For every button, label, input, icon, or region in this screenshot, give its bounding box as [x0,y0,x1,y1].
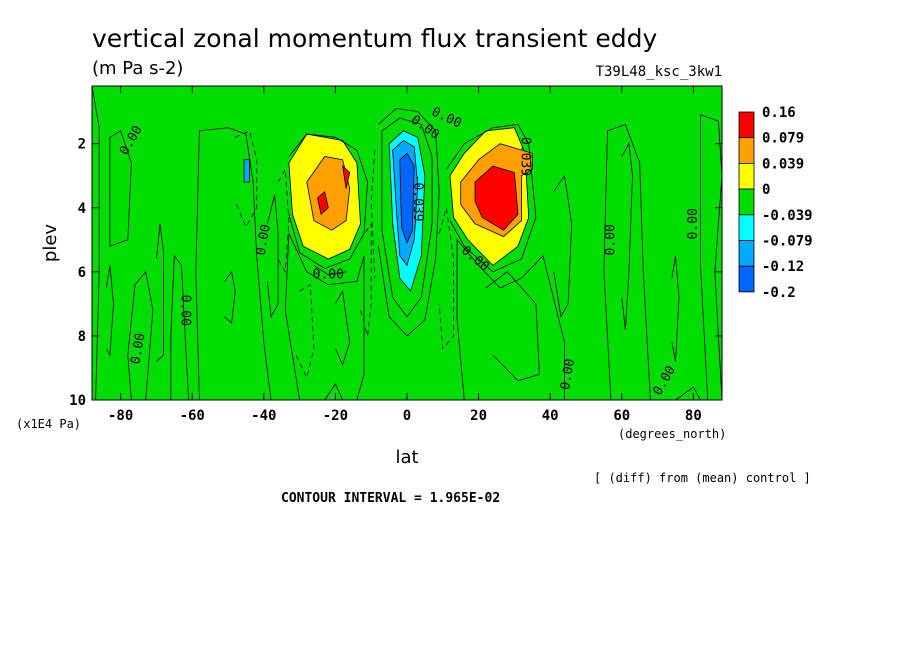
y-tick-label-6: 6 [78,265,86,281]
contour-line-13 [234,130,258,228]
contour-line-18 [370,150,376,279]
legend-level-label-4: -0.039 [762,208,813,224]
run-label: T39L48_ksc_3kw1 [596,64,722,80]
x-tick-label--60: -60 [180,408,205,424]
legend-swatch-1 [738,137,755,164]
contour-line-1 [446,123,537,273]
x-tick-label--20: -20 [323,408,348,424]
contour-region-21 [324,383,344,400]
contour-line-15 [295,284,315,379]
contour-label-3: 0.00 [254,223,274,256]
legend-swatch-6 [738,265,755,293]
contour-label-7: -0.039 [410,175,425,222]
contour-label-1: 0.00 [128,332,148,365]
contour-line-8 [621,142,633,330]
legend-swatch-2 [738,162,755,190]
contour-region-1 [109,130,132,247]
contour-line-17 [438,207,454,350]
contour-region-7 [603,123,651,400]
contour-label-11: 0.00 [604,224,619,255]
legend-level-label-3: 0 [762,182,770,198]
contour-label-10: 0.00 [558,358,578,391]
legend-level-label-0: 0.16 [762,105,796,121]
x-tick-label--40: -40 [251,408,276,424]
contour-line-10 [553,174,573,318]
contour-line-2 [335,289,351,366]
contour-region-19 [399,152,415,245]
contour-line-16 [360,222,372,337]
x-axis-label: lat [395,447,418,468]
legend-swatch-0 [738,111,755,139]
contour-lines [105,107,680,382]
y-axis-label: plev [40,224,61,263]
legend-level-label-5: -0.079 [762,234,813,250]
contour-label-2: 0.00 [178,295,193,326]
comparison-note: [ (diff) from (mean) control ] [594,471,811,485]
y-tick-label-2: 2 [78,137,86,153]
x-axis-unit: (degrees_north) [618,427,726,441]
contour-line-4 [156,223,165,362]
contour-line-3 [485,271,540,382]
legend-level-label-7: -0.2 [762,285,796,301]
filled-contours [92,86,722,400]
legend-swatch-5 [738,240,755,267]
contour-region-6 [456,238,565,400]
legend-swatch-3 [738,188,755,216]
contour-line-0 [288,133,369,270]
chart-title: vertical zonal momentum flux transient e… [92,24,657,53]
contour-line-9 [671,255,680,362]
contour-region-22 [674,386,701,400]
contour-line-12 [378,107,440,337]
contour-region-4 [195,127,272,400]
contour-line-14 [277,167,290,274]
contour-line-6 [224,270,236,324]
y-axis-unit: (x1E4 Pa) [16,417,81,431]
contour-region-3 [170,254,190,400]
y-tick-label-8: 8 [78,329,86,345]
legend-level-label-1: 0.079 [762,131,804,147]
contour-line-11 [313,265,347,276]
contour-line-7 [267,194,279,319]
contour-line-5 [105,265,114,357]
plot-area: 0.000.000.000.000.000.000.00-0.0390.0390… [91,85,723,401]
x-tick-label-60: 60 [613,408,630,424]
y-tick-label-10: 10 [69,393,86,409]
x-tick-label-80: 80 [685,408,702,424]
y-tick-label-4: 4 [78,201,86,217]
contour-label-13: 0.00 [686,208,701,239]
chart-units: (m Pa s-2) [92,58,183,79]
legend-swatch-4 [738,214,755,241]
contour-label-8: 0.039 [518,137,533,176]
contour-region-2 [127,270,154,400]
legend-level-label-6: -0.12 [762,259,804,275]
contour-region-11 [317,190,329,215]
y-axis: 2 4 6 8 10 [69,137,722,409]
contour-region-10 [306,156,351,231]
contour-label-4: 0.00 [313,268,344,283]
contour-interval: CONTOUR INTERVAL = 1.965E-02 [281,491,500,506]
contour-region-20 [243,159,250,183]
contour-region-12 [342,165,351,189]
x-tick-label--80: -80 [108,408,133,424]
x-tick-label-40: 40 [542,408,559,424]
x-tick-label-20: 20 [470,408,487,424]
color-legend: 0.16 0.079 0.039 0 -0.039 -0.079 -0.12 -0.2 [738,105,813,301]
x-axis: -80 -60 -40 -20 0 20 40 60 80 [108,86,702,424]
legend-level-label-2: 0.039 [762,156,804,172]
contour-region-15 [474,165,519,231]
x-tick-label-0: 0 [403,408,411,424]
